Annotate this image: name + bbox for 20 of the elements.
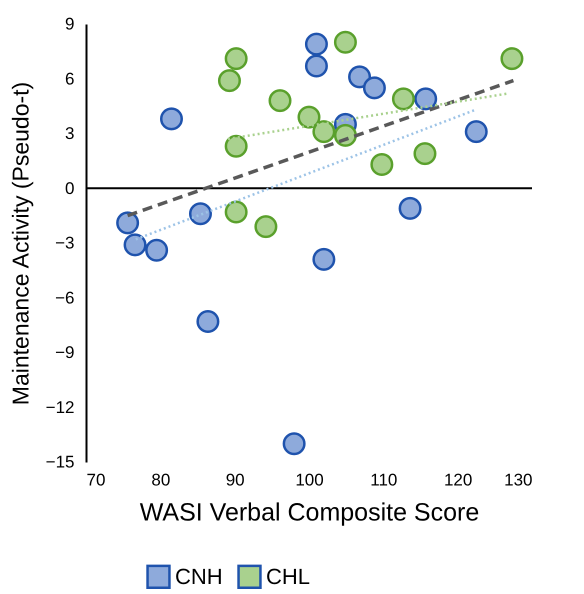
x-tick-label: 130	[504, 470, 532, 490]
y-tick-label: 6	[65, 69, 74, 88]
x-tick-label: 120	[444, 470, 472, 490]
y-axis-title: Maintenance Activity (Pseudo-t)	[8, 82, 34, 406]
legend-label: CNH	[175, 564, 223, 589]
x-tick-label: 100	[295, 470, 324, 490]
x-axis-title: WASI Verbal Composite Score	[140, 498, 480, 526]
x-tick-label: 80	[151, 470, 170, 490]
y-tick-label: −15	[46, 452, 74, 472]
y-tick-label: −6	[55, 288, 74, 308]
y-tick-label: −12	[46, 398, 74, 417]
y-tick-label: −9	[55, 343, 74, 362]
y-tick-label: −3	[55, 234, 74, 252]
legend-label: CHL	[266, 564, 310, 589]
y-tick-label: 3	[65, 124, 74, 143]
y-tick-label: 9	[65, 14, 74, 34]
x-tick-label: 90	[226, 470, 245, 490]
y-tick-label: 0	[65, 178, 74, 198]
x-tick-label: 110	[370, 470, 398, 490]
x-tick-label: 70	[86, 470, 106, 490]
